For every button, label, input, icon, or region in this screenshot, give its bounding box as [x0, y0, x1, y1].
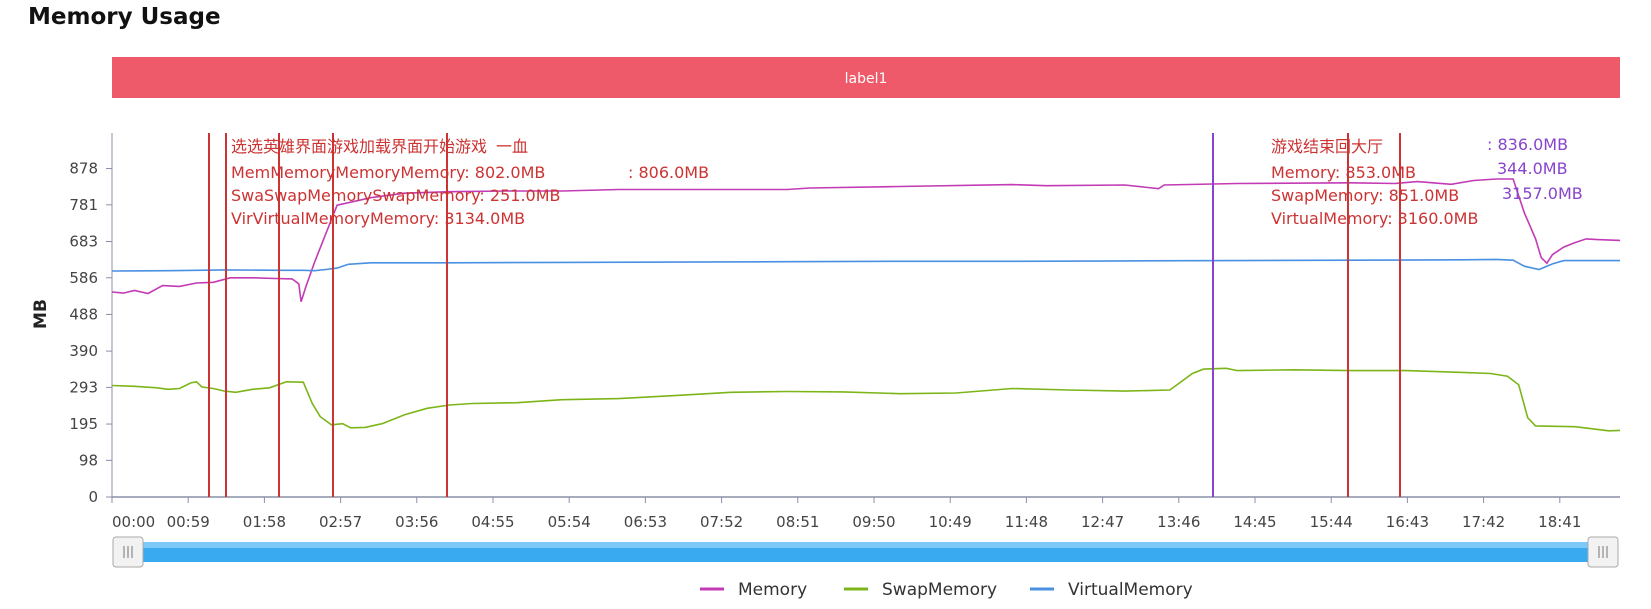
x-tick-label: 00:00: [112, 513, 155, 531]
x-tick-label: 08:51: [776, 513, 819, 531]
annotation-swap-line: SwaSwapMemorySwapMemory: 251.0MB: [231, 186, 561, 205]
legend-label: VirtualMemory: [1068, 580, 1193, 600]
legend-label: SwapMemory: [882, 580, 997, 600]
annotation-right-swap-line: SwapMemory: 851.0MB: [1271, 186, 1459, 205]
event-annotations-left: 选选英雄界面游戏加载界面开始游戏 一血 MemMemoryMemoryMemor…: [231, 137, 709, 228]
x-tick-label: 07:52: [700, 513, 743, 531]
slider-handle-right[interactable]: [1587, 536, 1619, 568]
y-tick-label: 488: [69, 305, 98, 323]
x-tick-label: 13:46: [1157, 513, 1200, 531]
x-tick-label: 09:50: [852, 513, 895, 531]
y-axis-label: MB: [31, 299, 51, 329]
series-line-memory: [111, 178, 1621, 302]
annotation-memory-line: MemMemoryMemoryMemory: 802.0MB: [231, 163, 545, 182]
legend-label: Memory: [738, 580, 807, 600]
legend-item-memory[interactable]: Memory: [700, 580, 807, 600]
legend[interactable]: Memory SwapMemory VirtualMemory: [700, 580, 1193, 600]
x-tick-label: 03:56: [395, 513, 438, 531]
y-tick-label: 781: [69, 196, 98, 214]
slider-handle-left[interactable]: [112, 536, 144, 568]
x-tick-label: 17:42: [1462, 513, 1505, 531]
annotation-right-memory-line: Memory: 853.0MB: [1271, 163, 1416, 182]
y-tick-label: 0: [88, 488, 98, 506]
y-tick-label: 586: [69, 269, 98, 287]
annotation-vm-line: VirVirtualMemoryMemory: 3134.0MB: [231, 209, 525, 228]
y-tick-label: 683: [69, 232, 98, 250]
series-line-virtualmemory: [111, 258, 1620, 272]
label-band: [112, 57, 1620, 98]
x-tick-label: 02:57: [319, 513, 362, 531]
annotation-left-title: 选选英雄界面游戏加载界面开始游戏: [231, 137, 487, 156]
label-band-text: label1: [845, 71, 888, 87]
y-tick-label: 98: [79, 451, 98, 469]
x-tick-label: 14:45: [1233, 513, 1276, 531]
annotation-memory-value: : 806.0MB: [628, 163, 709, 182]
annotation-right-vm-value: 3157.0MB: [1502, 184, 1583, 203]
x-tick-label: 06:53: [624, 513, 667, 531]
x-tick-label: 00:59: [167, 513, 210, 531]
annotation-right-swap-value: 344.0MB: [1497, 159, 1568, 178]
data-zoom-slider[interactable]: [112, 536, 1619, 568]
x-tick-label: 01:58: [243, 513, 286, 531]
chart-title: Memory Usage: [28, 4, 221, 30]
x-tick-label: 18:41: [1538, 513, 1581, 531]
annotation-right-title: 游戏结束回大厅: [1271, 137, 1383, 156]
x-tick-label: 16:43: [1386, 513, 1429, 531]
y-tick-label: 293: [69, 378, 98, 396]
y-tick-label: 195: [69, 415, 98, 433]
annotation-right-vm-line: VirtualMemory: 3160.0MB: [1271, 209, 1478, 228]
y-tick-label: 878: [69, 160, 98, 178]
x-tick-label: 04:55: [471, 513, 514, 531]
legend-item-virtualmemory[interactable]: VirtualMemory: [1030, 580, 1193, 600]
series-line-swapmemory: [111, 367, 1621, 432]
annotation-yixue: 一血: [496, 137, 528, 156]
x-tick-label: 15:44: [1310, 513, 1353, 531]
event-annotations-right: 游戏结束回大厅 : 836.0MB Memory: 853.0MB 344.0M…: [1271, 135, 1583, 228]
x-tick-label: 11:48: [1005, 513, 1048, 531]
y-tick-label: 390: [69, 342, 98, 360]
legend-item-swapmemory[interactable]: SwapMemory: [844, 580, 997, 600]
x-tick-label: 10:49: [929, 513, 972, 531]
x-tick-label: 12:47: [1081, 513, 1124, 531]
annotation-right-memory-value: : 836.0MB: [1487, 135, 1568, 154]
slider-track-highlight: [128, 542, 1602, 548]
x-tick-label: 05:54: [548, 513, 591, 531]
